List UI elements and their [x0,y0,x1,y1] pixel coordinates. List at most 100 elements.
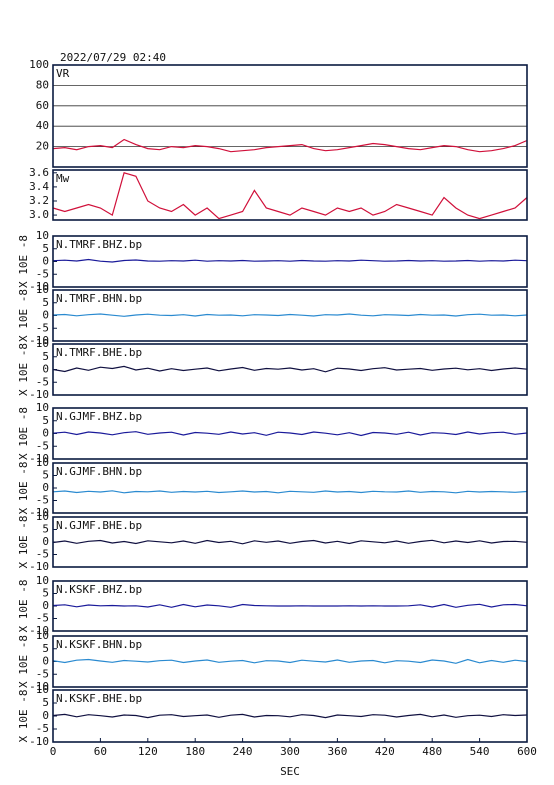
y-tick-label: -5 [36,375,49,388]
panel-frame [52,289,528,342]
trace [52,490,528,494]
panel-label: N.KSKF.BHZ.bp [56,583,142,596]
panel-frame [52,407,528,460]
trace [52,138,528,153]
panel-label: N.TMRF.BHE.bp [56,346,142,359]
x-tick-label: 420 [375,745,395,758]
y-tick-label: -10 [29,388,49,401]
y-tick-label: 10 [36,683,49,696]
y-tick-label: -10 [29,735,49,748]
y-tick-label: 80 [36,78,49,91]
x-tick-label: 480 [422,745,442,758]
panel-label: VR [56,67,70,80]
y-tick-label: 10 [36,337,49,350]
trace [52,431,528,437]
y-tick-label: 5 [42,242,49,255]
y-tick-label: -10 [29,624,49,637]
y-tick-label: 3.6 [29,166,49,179]
y-tick-label: -10 [29,680,49,693]
y-tick-label: -5 [36,722,49,735]
y-tick-label: -5 [36,612,49,625]
panel-label: N.GJMF.BHE.bp [56,519,142,532]
panel-label: N.TMRF.BHZ.bp [56,238,142,251]
y-tick-label: 0 [42,709,49,722]
trace [52,365,528,373]
y-tick-label: 5 [42,642,49,655]
y-tick-label: 5 [42,296,49,309]
y-tick-label: 20 [36,140,49,153]
y-tick-label: 40 [36,119,49,132]
y-tick-label: 10 [36,283,49,296]
x-tick-label: 240 [233,745,253,758]
trace [52,658,528,664]
y-tick-label: 0 [42,309,49,322]
panel-label: Mw [56,172,70,185]
x-axis-label: SEC [280,765,300,778]
trace [52,172,528,220]
x-tick-label: 0 [50,745,57,758]
y-tick-label: 5 [42,696,49,709]
y-tick-label: 10 [36,574,49,587]
y-tick-label: 5 [42,587,49,600]
x-tick-label: 360 [327,745,347,758]
y-axis-label: X 10E -8 [17,343,30,396]
y-tick-label: 100 [29,58,49,71]
panel-frame [52,343,528,396]
x-tick-label: 540 [470,745,490,758]
y-axis-label: X 10E -8 [17,635,30,688]
y-tick-label: 10 [36,510,49,523]
y-tick-label: -5 [36,267,49,280]
panel-frame [52,235,528,288]
y-tick-label: 5 [42,469,49,482]
x-tick-label: 600 [517,745,537,758]
trace [52,603,528,608]
y-tick-label: -5 [36,439,49,452]
y-tick-label: -5 [36,667,49,680]
y-tick-label: -10 [29,452,49,465]
y-tick-label: 0 [42,255,49,268]
panel-frame [52,635,528,688]
y-axis-label: X 10E -8 [17,462,30,515]
y-tick-label: -10 [29,280,49,293]
x-tick-label: 180 [185,745,205,758]
y-axis-label: X 10E -8 [17,289,30,342]
y-tick-label: 60 [36,99,49,112]
y-tick-label: 3.4 [29,180,49,193]
y-tick-label: 10 [36,456,49,469]
y-axis-label: X 10E -8 [17,580,30,633]
y-axis-label: X 10E -8 [17,516,30,569]
y-tick-label: 10 [36,629,49,642]
y-tick-label: 0 [42,535,49,548]
panel-label: N.GJMF.BHN.bp [56,465,142,478]
panel-label: N.TMRF.BHN.bp [56,292,142,305]
y-tick-label: 5 [42,523,49,536]
y-tick-label: -10 [29,506,49,519]
panel-label: N.KSKF.BHN.bp [56,638,142,651]
panel-frame [52,580,528,632]
y-tick-label: -10 [29,334,49,347]
panel-label: N.GJMF.BHZ.bp [56,410,142,423]
y-tick-label: 0 [42,427,49,440]
trace [52,258,528,263]
y-tick-label: 0 [42,599,49,612]
x-tick-label: 300 [280,745,300,758]
y-tick-label: -5 [36,548,49,561]
y-tick-label: 3.2 [29,194,49,207]
y-tick-label: 5 [42,414,49,427]
panel-frame [52,462,528,514]
y-tick-label: 10 [36,401,49,414]
panel-frame [52,64,528,168]
x-tick-label: 120 [138,745,158,758]
y-axis-label: X 10E -8 [17,690,30,743]
y-axis-label: X 10E -8 [17,235,30,288]
y-tick-label: 0 [42,481,49,494]
trace [52,539,528,545]
panel-frame [52,169,528,221]
panel-label: N.KSKF.BHE.bp [56,692,142,705]
y-tick-label: 10 [36,229,49,242]
y-tick-label: 5 [42,350,49,363]
y-tick-label: 0 [42,655,49,668]
trace [52,713,528,719]
y-tick-label: -5 [36,321,49,334]
